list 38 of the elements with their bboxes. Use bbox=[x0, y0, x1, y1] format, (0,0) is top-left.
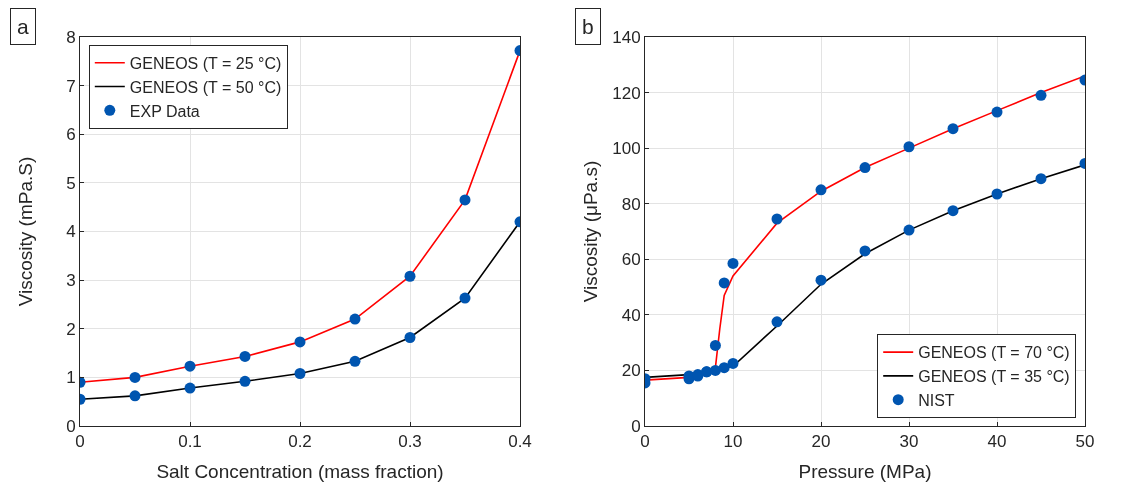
y-tick-label: 0 bbox=[631, 416, 641, 436]
x-tick-label: 0.3 bbox=[398, 432, 422, 452]
x-tick-label: 0.2 bbox=[288, 432, 312, 452]
chart-title: b bbox=[582, 15, 594, 38]
x-axis-title: Salt Concentration (mass fraction) bbox=[156, 461, 444, 482]
chart-title: a bbox=[17, 15, 29, 38]
y-tick-label: 3 bbox=[66, 271, 76, 291]
x-tick-label: 40 bbox=[987, 432, 1007, 452]
legend-label: EXP Data bbox=[129, 102, 200, 120]
y-tick-label: 5 bbox=[66, 173, 76, 193]
y-tick-label: 2 bbox=[66, 319, 76, 339]
legend-label: GENEOS (T = 50 °C) bbox=[129, 78, 282, 96]
y-tick-label: 140 bbox=[612, 27, 641, 47]
y-tick-label: 40 bbox=[621, 305, 641, 325]
y-tick-label: 1 bbox=[66, 368, 76, 388]
y-tick-label: 120 bbox=[612, 83, 641, 103]
legend-label: GENEOS (T = 35 °C) bbox=[918, 368, 1070, 386]
legend-label: NIST bbox=[918, 391, 955, 409]
y-axis-title: Viscosity (mPa.S) bbox=[15, 156, 36, 307]
y-tick-label: 0 bbox=[66, 416, 76, 436]
x-tick-label: 10 bbox=[723, 432, 743, 452]
y-axis-title: Viscosity (μPa.s) bbox=[580, 160, 601, 303]
x-tick-label: 0.1 bbox=[178, 432, 202, 452]
y-tick-label: 60 bbox=[621, 250, 641, 270]
x-tick-label: 30 bbox=[899, 432, 919, 452]
y-tick-label: 20 bbox=[621, 361, 641, 381]
legend-label: GENEOS (T = 70 °C) bbox=[918, 344, 1070, 362]
y-tick-label: 7 bbox=[66, 76, 76, 96]
x-tick-label: 20 bbox=[811, 432, 831, 452]
y-tick-label: 6 bbox=[66, 125, 76, 145]
y-tick-label: 80 bbox=[621, 194, 641, 214]
x-axis-title: Pressure (MPa) bbox=[798, 461, 932, 482]
legend-label: GENEOS (T = 25 °C) bbox=[129, 54, 282, 72]
y-tick-label: 100 bbox=[612, 139, 641, 159]
y-tick-label: 8 bbox=[66, 27, 76, 47]
x-tick-label: 50 bbox=[1075, 432, 1095, 452]
x-tick-label: 0.4 bbox=[508, 432, 532, 452]
y-tick-label: 4 bbox=[66, 222, 76, 242]
